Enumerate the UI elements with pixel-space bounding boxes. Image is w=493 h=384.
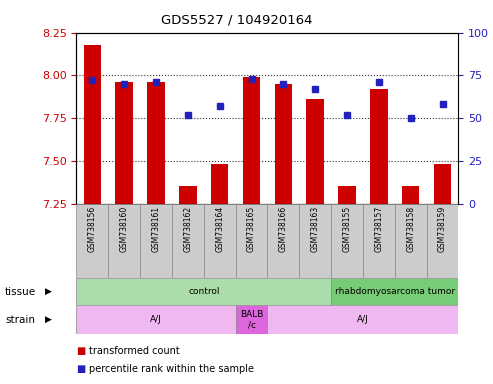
Text: GSM738161: GSM738161 xyxy=(151,206,161,252)
Text: GSM738158: GSM738158 xyxy=(406,206,415,252)
Bar xyxy=(299,204,331,278)
Bar xyxy=(267,204,299,278)
Bar xyxy=(204,204,236,278)
Bar xyxy=(370,89,387,204)
Text: GSM738164: GSM738164 xyxy=(215,206,224,252)
Text: GSM738162: GSM738162 xyxy=(183,206,192,252)
Text: ▶: ▶ xyxy=(45,287,52,296)
Text: GSM738165: GSM738165 xyxy=(247,206,256,252)
Text: GSM738163: GSM738163 xyxy=(311,206,320,252)
Text: GSM738157: GSM738157 xyxy=(374,206,384,252)
Bar xyxy=(236,305,267,334)
Text: GSM738166: GSM738166 xyxy=(279,206,288,252)
Bar xyxy=(331,278,458,305)
Text: rhabdomyosarcoma tumor: rhabdomyosarcoma tumor xyxy=(335,287,455,296)
Text: GSM738159: GSM738159 xyxy=(438,206,447,252)
Text: GSM738160: GSM738160 xyxy=(120,206,129,252)
Text: strain: strain xyxy=(5,314,35,325)
Text: control: control xyxy=(188,287,219,296)
Bar xyxy=(108,204,140,278)
Text: transformed count: transformed count xyxy=(89,346,179,356)
Text: tissue: tissue xyxy=(5,287,36,297)
Bar xyxy=(76,204,108,278)
Bar xyxy=(434,164,451,204)
Bar xyxy=(179,187,197,204)
Bar xyxy=(140,204,172,278)
Text: ▶: ▶ xyxy=(45,315,52,324)
Bar xyxy=(426,204,458,278)
Bar xyxy=(363,204,395,278)
Bar xyxy=(115,82,133,204)
Bar xyxy=(243,77,260,204)
Bar xyxy=(76,305,236,334)
Bar xyxy=(267,305,458,334)
Bar xyxy=(331,204,363,278)
Bar xyxy=(275,84,292,204)
Bar xyxy=(147,82,165,204)
Text: percentile rank within the sample: percentile rank within the sample xyxy=(89,364,254,374)
Bar xyxy=(76,278,331,305)
Text: GSM738156: GSM738156 xyxy=(88,206,97,252)
Text: GDS5527 / 104920164: GDS5527 / 104920164 xyxy=(161,13,313,26)
Bar xyxy=(172,204,204,278)
Text: GSM738155: GSM738155 xyxy=(343,206,352,252)
Text: A/J: A/J xyxy=(357,315,369,324)
Bar xyxy=(211,164,228,204)
Text: A/J: A/J xyxy=(150,315,162,324)
Bar xyxy=(236,204,267,278)
Text: ■: ■ xyxy=(76,364,86,374)
Bar xyxy=(84,45,101,204)
Bar xyxy=(402,187,420,204)
Text: BALB
/c: BALB /c xyxy=(240,310,263,329)
Bar xyxy=(307,99,324,204)
Text: ■: ■ xyxy=(76,346,86,356)
Bar xyxy=(395,204,426,278)
Bar xyxy=(338,187,356,204)
